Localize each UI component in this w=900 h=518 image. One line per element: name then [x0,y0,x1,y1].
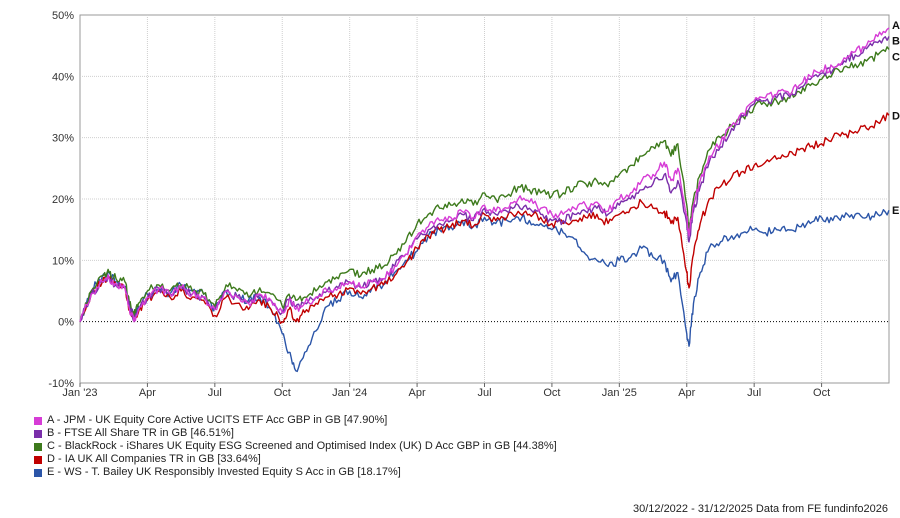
legend-swatch [34,429,42,438]
legend-item-e: E - WS - T. Bailey UK Responsibly Invest… [34,466,557,479]
series-line-c [79,46,890,322]
chart-grid [79,14,890,384]
end-label-d: D [892,110,900,122]
x-tick-label: Jan '24 [332,387,367,399]
legend-item-b: B - FTSE All Share TR in GB [46.51%] [34,427,557,440]
x-tick-label: Oct [813,387,830,399]
chart-series [79,27,890,373]
x-tick-label: Jul [477,387,491,399]
x-tick-label: Apr [678,387,695,399]
x-tick-label: Oct [543,387,560,399]
x-tick-label: Jul [747,387,761,399]
x-tick-label: Jan '25 [602,387,637,399]
series-line-e [79,209,890,373]
end-label-c: C [892,51,900,63]
data-source-footer: 30/12/2022 - 31/12/2025 Data from FE fun… [632,503,888,515]
y-tick-label: 30% [52,133,74,145]
series-line-d [79,112,890,324]
x-tick-label: Apr [139,387,156,399]
end-label-e: E [892,205,899,217]
series-line-a [79,27,890,323]
legend-swatch [34,416,42,425]
chart-end-labels: ABC D E [892,20,900,217]
end-label-a: A [892,20,900,32]
x-tick-label: Jan '23 [62,387,97,399]
y-tick-label: 40% [52,71,74,83]
legend-label: B - FTSE All Share TR in GB [46.51%] [47,427,234,439]
x-tick-label: Apr [409,387,426,399]
x-tick-label: Oct [274,387,291,399]
line-chart: -10% 0% 10% 20% 30% 40% 50% Jan '23 Apr Jul Oct Jan… [48,10,900,399]
chart-axes: -10% 0% 10% 20% 30% 40% 50% Jan '23 Apr Jul Oct Jan… [48,10,830,399]
y-tick-label: 50% [52,10,74,22]
legend-item-d: D - IA UK All Companies TR in GB [33.64%… [34,453,557,466]
y-tick-label: -10% [48,378,74,390]
legend-label: C - BlackRock - iShares UK Equity ESG Sc… [47,440,557,452]
legend-swatch [34,455,42,464]
end-label-b: B [892,35,900,47]
chart-legend: A - JPM - UK Equity Core Active UCITS ET… [34,414,557,479]
legend-item-a: A - JPM - UK Equity Core Active UCITS ET… [34,414,557,427]
y-tick-label: 10% [52,255,74,267]
legend-label: A - JPM - UK Equity Core Active UCITS ET… [47,414,388,426]
legend-swatch [34,442,42,451]
legend-label: E - WS - T. Bailey UK Responsibly Invest… [47,466,401,478]
legend-swatch [34,468,42,477]
legend-item-c: C - BlackRock - iShares UK Equity ESG Sc… [34,440,557,453]
legend-label: D - IA UK All Companies TR in GB [33.64%… [47,453,261,465]
y-tick-label: 20% [52,194,74,206]
y-tick-label: 0% [58,317,74,329]
x-tick-label: Jul [208,387,222,399]
